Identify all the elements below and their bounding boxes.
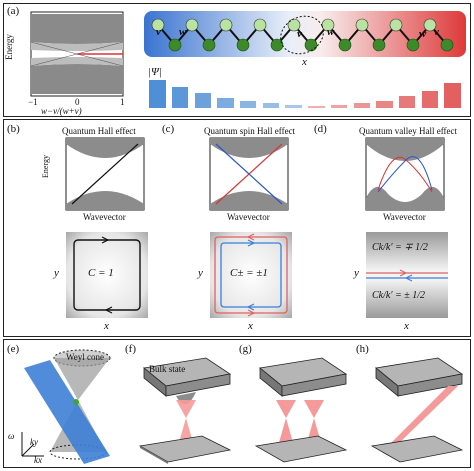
ky-label: ky (30, 437, 38, 447)
panel-c-xlabel: Wavevector (227, 212, 270, 222)
panel-g-label: (g) (239, 343, 252, 355)
panel-d-label: (d) (314, 123, 327, 135)
chain-x-label: x (302, 56, 307, 68)
panel-efgh: (e) (f) (g) (h) Weyl cone ω ky kx Bulk s… (3, 339, 471, 468)
qvhe-band-plot (365, 137, 445, 211)
psi-bar (421, 90, 439, 108)
qshe-y: y (198, 267, 203, 279)
psi-bar (194, 93, 211, 108)
panel-c-title: Quantum spin Hall effect (204, 126, 296, 136)
qvhe-edge-box (366, 232, 448, 318)
weyl-cone-diagram (21, 349, 111, 464)
energy-x-label: w−v/(w+v) (41, 106, 82, 116)
qshe-chern: C± = ±1 (230, 267, 268, 279)
omega-label: ω (8, 431, 15, 441)
chain-w-right: w (419, 28, 427, 40)
qvhe-chern-top: Ck/k′ = ∓ 1/2 (372, 242, 428, 253)
psi-bar (217, 97, 234, 108)
psi-bar (399, 96, 416, 108)
energy-axis-label: Energy (3, 34, 14, 60)
chain-w-mid: w (327, 26, 335, 38)
psi-bar (171, 87, 189, 108)
panel-c-label: (c) (162, 123, 175, 135)
panel-b-xlabel: Wavevector (83, 212, 126, 222)
panel-a-label: (a) (7, 5, 20, 17)
panel-f-label: (f) (125, 343, 136, 355)
energy-spectrum-plot (30, 11, 124, 97)
panel-b-title: Quantum Hall effect (62, 126, 136, 136)
tick-1: 1 (120, 97, 125, 107)
qshe-edge-box (210, 232, 292, 318)
qshe-band-plot (209, 137, 289, 211)
qhe-chern: C = 1 (88, 267, 114, 279)
panel-h-label: (h) (356, 343, 369, 355)
qvhe-y: y (354, 267, 359, 279)
qhe-y: y (54, 267, 59, 279)
psi-bar (240, 100, 257, 108)
panel-b-label: (b) (7, 123, 20, 135)
panel-d-title: Quantum valley Hall effect (359, 126, 458, 136)
panel-bcd: (b) (c) (d) Quantum Hall effect Quantum … (3, 119, 471, 337)
ssh-chain (144, 11, 466, 57)
psi-bar (285, 105, 302, 108)
panel-b-ylabel: Energy (40, 155, 50, 178)
bulk-nodal-line (370, 357, 464, 463)
panel-d-xlabel: Wavevector (383, 212, 426, 222)
qhe-edge-box (66, 232, 148, 318)
psi-bar (149, 79, 166, 108)
psi-bar-chart (146, 78, 464, 108)
qvhe-x: x (404, 320, 409, 332)
psi-bar (262, 103, 280, 108)
qhe-x: x (104, 320, 109, 332)
chain-v-left: v (156, 26, 161, 38)
qhe-band-plot (65, 137, 145, 211)
panel-e-label: (e) (7, 343, 20, 355)
psi-bar (308, 106, 325, 108)
tick-neg1: −1 (28, 97, 38, 107)
psi-bar (330, 105, 348, 108)
chain-v-mid: v (297, 28, 302, 40)
psi-bar (376, 100, 393, 108)
psi-bar (353, 103, 370, 108)
tick-0: 0 (75, 97, 80, 107)
bulk-single-cone (138, 357, 232, 464)
qshe-x: x (248, 320, 253, 332)
panel-a: (a) Energy −1 0 1 w−v/(w+v) (3, 3, 471, 117)
chain-v-right: v (434, 26, 439, 38)
weyl-cone-label: Weyl cone (66, 352, 105, 362)
kx-label: kx (34, 455, 42, 465)
chain-w-left: w (179, 26, 187, 38)
psi-label: |Ψ| (148, 66, 162, 78)
psi-bar (444, 82, 461, 108)
bulk-state-label: Bulk state (149, 364, 186, 374)
bulk-double-cone (254, 357, 348, 463)
qvhe-chern-bottom: Ck/k′ = ± 1/2 (372, 290, 426, 301)
